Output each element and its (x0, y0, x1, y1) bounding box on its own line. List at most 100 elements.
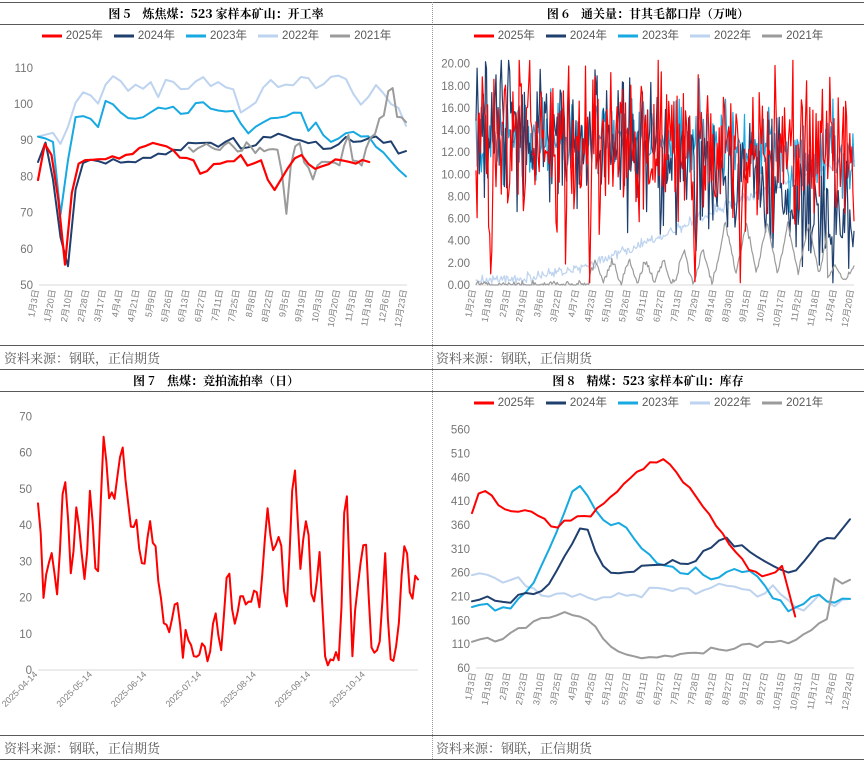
svg-text:4月4日: 4月4日 (110, 289, 125, 318)
svg-text:2.00: 2.00 (448, 258, 470, 270)
svg-text:10.00: 10.00 (441, 169, 470, 181)
svg-text:10月3日: 10月3日 (310, 289, 326, 323)
svg-text:2025-10-14: 2025-10-14 (327, 669, 367, 709)
svg-text:12月23日: 12月23日 (393, 289, 409, 328)
svg-text:12月20日: 12月20日 (840, 289, 856, 328)
svg-text:6月27日: 6月27日 (651, 289, 667, 323)
svg-text:7月28日: 7月28日 (686, 672, 702, 706)
svg-text:60: 60 (20, 244, 33, 256)
svg-text:3月22日: 3月22日 (548, 289, 564, 323)
svg-text:260: 260 (451, 568, 470, 580)
svg-text:6.00: 6.00 (448, 214, 470, 226)
svg-text:2月23日: 2月23日 (514, 672, 530, 706)
svg-text:5月9日: 5月9日 (143, 289, 158, 318)
svg-text:1月19日: 1月19日 (480, 672, 496, 706)
svg-text:12月6日: 12月6日 (377, 289, 393, 323)
svg-text:360: 360 (451, 520, 470, 532)
svg-text:4月7日: 4月7日 (566, 289, 581, 318)
svg-text:0.00: 0.00 (448, 280, 470, 292)
svg-text:3月25日: 3月25日 (548, 672, 564, 706)
svg-text:20.00: 20.00 (441, 59, 470, 71)
svg-text:8.00: 8.00 (448, 192, 470, 204)
svg-text:11月3日: 11月3日 (343, 289, 358, 323)
svg-text:2025-07-14: 2025-07-14 (164, 669, 204, 709)
svg-text:8月22日: 8月22日 (260, 289, 276, 323)
svg-text:100: 100 (14, 99, 33, 111)
svg-text:2月10日: 2月10日 (59, 289, 75, 323)
svg-text:10: 10 (19, 629, 32, 641)
svg-text:110: 110 (452, 639, 470, 651)
svg-text:11月18日: 11月18日 (805, 289, 821, 328)
svg-text:8月30日: 8月30日 (720, 289, 736, 323)
svg-text:2025-05-14: 2025-05-14 (54, 669, 94, 709)
svg-text:9月12日: 9月12日 (737, 672, 753, 706)
svg-text:5月26日: 5月26日 (159, 289, 175, 323)
svg-text:1月2日: 1月2日 (463, 289, 478, 318)
svg-text:10月31日: 10月31日 (788, 672, 804, 711)
svg-text:1月18日: 1月18日 (480, 289, 496, 323)
svg-text:3月17日: 3月17日 (92, 289, 108, 323)
svg-text:9月27日: 9月27日 (754, 672, 770, 706)
svg-text:10月20日: 10月20日 (326, 289, 342, 328)
svg-text:7月12日: 7月12日 (669, 672, 685, 706)
svg-text:8月8日: 8月8日 (244, 289, 259, 318)
svg-text:210: 210 (451, 592, 470, 604)
svg-text:16.00: 16.00 (441, 103, 470, 115)
svg-text:2月3日: 2月3日 (498, 672, 513, 701)
svg-text:310: 310 (451, 544, 470, 556)
svg-text:2025-06-14: 2025-06-14 (109, 669, 149, 709)
svg-text:6月11日: 6月11日 (634, 289, 649, 323)
svg-text:3月10日: 3月10日 (531, 672, 547, 706)
svg-text:5月10日: 5月10日 (600, 289, 616, 323)
svg-text:5月26日: 5月26日 (617, 289, 633, 323)
svg-text:8月12日: 8月12日 (703, 672, 719, 706)
svg-text:70: 70 (19, 412, 32, 424)
svg-text:5月27日: 5月27日 (617, 672, 633, 706)
svg-text:18.00: 18.00 (441, 81, 470, 93)
svg-text:7月13日: 7月13日 (669, 289, 685, 323)
svg-text:160: 160 (451, 615, 470, 627)
svg-text:1月3日: 1月3日 (463, 672, 478, 701)
svg-text:90: 90 (20, 135, 33, 147)
svg-text:12月6日: 12月6日 (823, 672, 839, 706)
svg-text:50: 50 (19, 484, 32, 496)
svg-text:30: 30 (19, 556, 32, 568)
svg-text:2025-08-14: 2025-08-14 (218, 669, 258, 709)
svg-text:8月14日: 8月14日 (703, 289, 719, 323)
svg-text:11月18日: 11月18日 (359, 289, 375, 328)
svg-text:6月27日: 6月27日 (651, 672, 667, 706)
svg-text:7月29日: 7月29日 (686, 289, 702, 323)
svg-text:14.00: 14.00 (441, 125, 470, 137)
svg-text:11月2日: 11月2日 (789, 289, 804, 323)
svg-text:70: 70 (20, 208, 33, 220)
svg-text:12月24日: 12月24日 (840, 672, 856, 711)
svg-text:1月20日: 1月20日 (42, 289, 58, 323)
svg-text:7月11日: 7月11日 (210, 289, 225, 323)
svg-text:40: 40 (19, 520, 32, 532)
svg-text:10月1日: 10月1日 (754, 289, 770, 323)
svg-text:60: 60 (19, 448, 32, 460)
svg-text:80: 80 (20, 171, 33, 183)
svg-text:9月19日: 9月19日 (293, 289, 309, 323)
svg-text:2月19日: 2月19日 (514, 289, 530, 323)
svg-text:11月17日: 11月17日 (805, 672, 821, 711)
svg-text:410: 410 (451, 496, 470, 508)
svg-text:9月5日: 9月5日 (277, 289, 292, 318)
svg-text:2月28日: 2月28日 (76, 289, 92, 323)
svg-text:2025-04-14: 2025-04-14 (0, 669, 39, 709)
svg-text:4月23日: 4月23日 (583, 289, 599, 323)
svg-text:4.00: 4.00 (448, 236, 470, 248)
svg-text:3月6日: 3月6日 (532, 289, 547, 318)
svg-text:5月12日: 5月12日 (600, 672, 616, 706)
svg-text:1月3日: 1月3日 (26, 289, 41, 318)
svg-text:9月15日: 9月15日 (737, 289, 753, 323)
svg-text:4月25日: 4月25日 (583, 672, 599, 706)
svg-text:560: 560 (451, 425, 470, 437)
svg-text:10月17日: 10月17日 (771, 289, 787, 328)
svg-text:6月13日: 6月13日 (176, 289, 192, 323)
svg-text:6月27日: 6月27日 (193, 289, 209, 323)
svg-text:2月3日: 2月3日 (498, 289, 513, 318)
svg-text:2025-09-14: 2025-09-14 (273, 669, 313, 709)
svg-text:6月11日: 6月11日 (634, 672, 649, 706)
svg-text:12.00: 12.00 (441, 147, 470, 159)
